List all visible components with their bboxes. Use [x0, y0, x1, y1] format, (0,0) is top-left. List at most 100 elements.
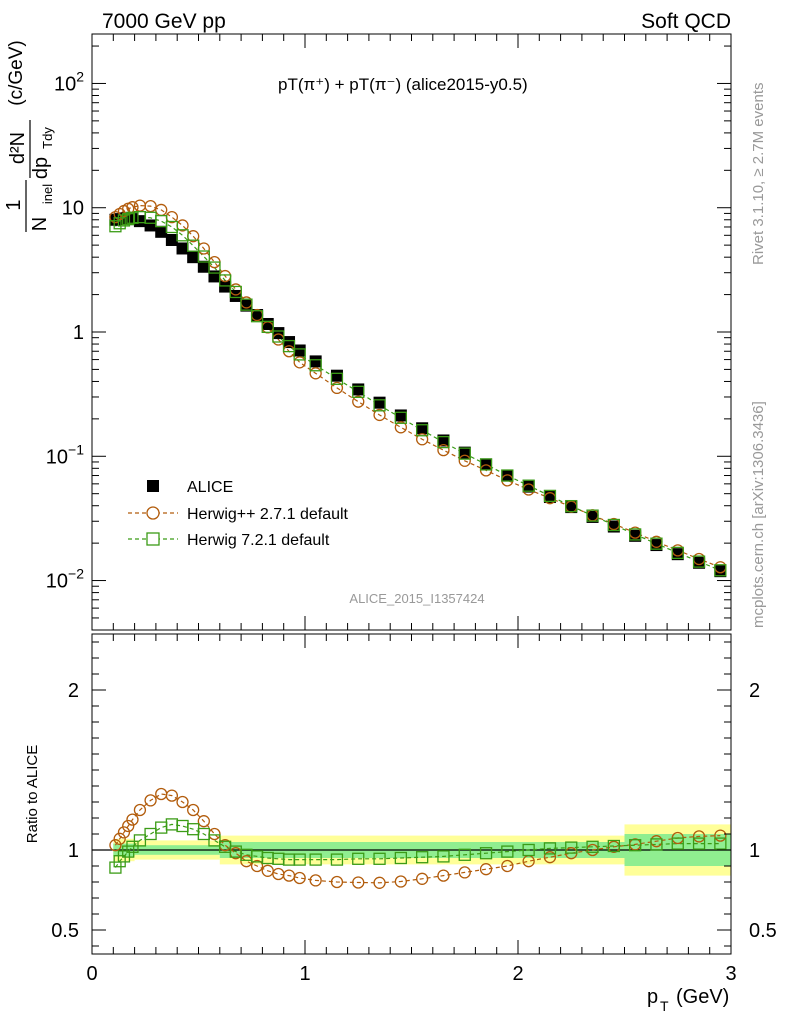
herwig7-point [437, 435, 450, 449]
ratio-herwig7-point [714, 837, 727, 850]
herwig7-point [113, 217, 126, 230]
ratio-herwigpp-point [117, 826, 131, 839]
ratio-herwigpp-point [543, 851, 557, 864]
rivet-label: Rivet 3.1.10, ≥ 2.7M events [750, 83, 767, 266]
ratio-herwig7-point [458, 848, 471, 861]
main-ytick-label: 10−2 [46, 566, 84, 593]
herwig7-point [176, 229, 189, 242]
alice-point [607, 520, 620, 533]
ratio-herwig7-point [113, 855, 126, 868]
herwig7-point [629, 528, 642, 541]
ratio-herwigpp-point [373, 876, 386, 889]
herwig7-point [309, 359, 322, 372]
ratio-herwig7-point [543, 842, 557, 855]
main-ytick-label: 10 [62, 198, 84, 220]
ratio-herwigpp-point [394, 875, 408, 888]
herwig7-point [671, 546, 684, 560]
xlabel-unit: (GeV) [676, 986, 729, 1008]
ratio-herwig7-point [144, 827, 157, 841]
ratio-ytick-label-right: 1 [749, 840, 760, 862]
herwig7-point [197, 250, 210, 263]
main-series-line [115, 205, 721, 568]
ylabel-inel: inel [40, 184, 55, 204]
ratio-herwig7-point [394, 851, 408, 865]
alice-point [197, 260, 210, 273]
herwig7-point [650, 537, 663, 550]
herwig7-point [208, 261, 221, 274]
header-right: Soft QCD [641, 10, 731, 33]
alice-point [416, 422, 429, 435]
ylabel-tdy: Tdy [40, 127, 55, 149]
herwigpp-point [144, 199, 157, 213]
ylabel-unit: (c/GeV) [6, 40, 27, 105]
alice-point [309, 355, 322, 368]
ylabel-one: 1 [3, 199, 25, 210]
herwig7-point [543, 489, 557, 503]
legend-label-herwig7: Herwig 7.2.1 default [187, 532, 330, 549]
herwig7-point [479, 458, 493, 471]
alice-point [208, 270, 221, 283]
herwig7-point [565, 499, 578, 513]
xtick-label: 2 [512, 963, 523, 985]
mcplots-label: mcplots.cern.ch [arXiv:1306.3436] [750, 401, 767, 628]
ratio-herwig7-point [650, 838, 663, 851]
herwig7-point [250, 310, 264, 323]
ratio-herwigpp-point [165, 789, 179, 802]
herwigpp-point [309, 367, 322, 380]
ratio-herwig7-point [607, 839, 620, 853]
ratio-herwig7-point [133, 834, 147, 847]
herwigpp-point [352, 395, 365, 408]
herwig7-point [714, 564, 727, 577]
ratio-herwigpp-point [187, 803, 200, 817]
ratio-herwigpp-point [437, 869, 450, 882]
ratio-herwigpp-point [479, 863, 493, 876]
alice-point [373, 396, 386, 409]
ratio-herwigpp-point [109, 839, 122, 852]
herwigpp-point [394, 421, 408, 434]
herwig7-point [394, 411, 408, 424]
herwig7-point [155, 214, 168, 228]
main-ytick-label: 1 [73, 322, 84, 344]
alice-point [293, 344, 306, 357]
alice-point [714, 565, 727, 578]
herwig7-point [117, 214, 131, 227]
legend: ALICE Herwig++ 2.7.1 default Herwig 7.2.… [128, 479, 349, 549]
ylabel-n: N [29, 217, 51, 231]
herwig7-point [415, 424, 429, 437]
ratio-herwigpp-point [458, 866, 471, 879]
ratio-herwig7-point [565, 841, 578, 854]
alice-point [272, 327, 285, 340]
alice-point [283, 336, 296, 349]
legend-label-herwigpp: Herwig++ 2.7.1 default [187, 506, 349, 523]
legend-marker-herwig7 [146, 532, 160, 546]
herwigpp-point [373, 408, 386, 422]
ratio-ylabel: Ratio to ALICE [24, 745, 41, 843]
ratio-frame [91, 633, 732, 955]
herwig7-point [373, 399, 386, 412]
herwigpp-point [437, 444, 450, 457]
xtick-label: 1 [299, 963, 310, 985]
alice-point [437, 434, 450, 447]
ratio-herwig7-point [415, 851, 429, 864]
legend-label-alice: ALICE [187, 479, 233, 496]
ratio-series-line [114, 793, 721, 884]
herwig7-point [126, 211, 139, 224]
ratio-herwigpp-point [692, 830, 706, 843]
alice-point [565, 501, 578, 514]
ratio-herwigpp-point [415, 872, 429, 885]
main-title: pT(π⁺) + pT(π⁻) (alice2015-y0.5) [278, 75, 528, 94]
herwig7-point [122, 212, 135, 226]
herwigpp-point [293, 356, 306, 369]
herwig7-point [522, 479, 535, 492]
ratio-herwig7-point [692, 837, 706, 850]
herwig7-point [261, 320, 274, 334]
alice-point [671, 548, 684, 561]
ratio-herwigpp-point [176, 795, 189, 809]
alice-point [155, 225, 168, 238]
herwigpp-point [458, 454, 471, 467]
herwig7-point [586, 509, 599, 522]
alice-point [629, 529, 642, 542]
herwigpp-point [330, 381, 344, 395]
